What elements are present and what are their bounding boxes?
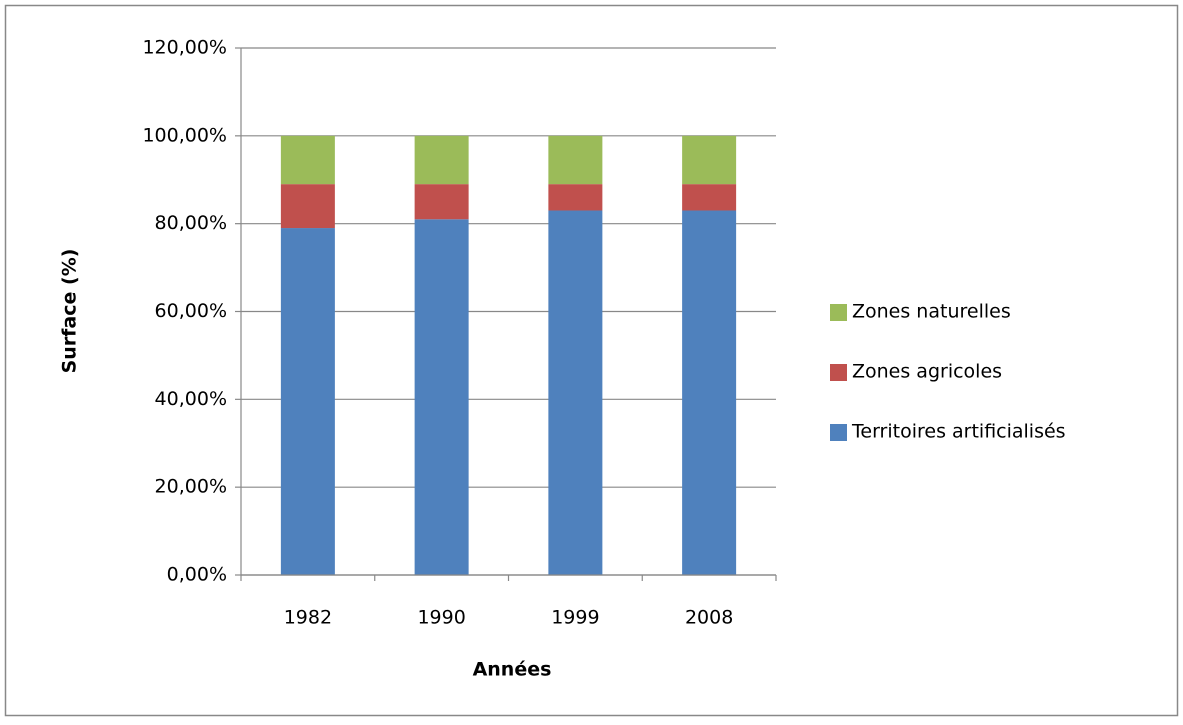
y-tick-label: 100,00%	[142, 124, 227, 146]
bar-segment	[682, 184, 737, 211]
bar-segment	[682, 135, 737, 185]
y-tick-label: 40,00%	[155, 388, 227, 410]
y-tick-label: 20,00%	[155, 476, 227, 498]
legend-label: Zones naturelles	[852, 301, 1011, 323]
x-axis-title: Années	[473, 659, 552, 681]
bar-segment	[548, 210, 603, 575]
x-tick-label: 1982	[284, 607, 332, 629]
bar-segment	[280, 228, 335, 575]
bar-segment	[280, 135, 335, 185]
bar-segment	[414, 219, 469, 575]
x-tick-label: 2008	[685, 607, 733, 629]
legend-swatch	[830, 364, 847, 381]
bar-segment	[280, 184, 335, 229]
x-tick-label: 1990	[417, 607, 465, 629]
y-tick-label: 0,00%	[167, 564, 227, 586]
legend-label: Zones agricoles	[852, 361, 1002, 383]
y-tick-label: 60,00%	[155, 300, 227, 322]
bar-segment	[414, 135, 469, 185]
y-axis-title: Surface (%)	[59, 249, 81, 374]
y-tick-label: 80,00%	[155, 212, 227, 234]
legend-label: Territoires artificialisés	[851, 421, 1066, 443]
x-tick-label: 1999	[551, 607, 599, 629]
legend-swatch	[830, 424, 847, 441]
bar-segment	[414, 184, 469, 220]
bar-segment	[682, 210, 737, 575]
legend-swatch	[830, 304, 847, 321]
y-tick-label: 120,00%	[142, 37, 227, 59]
bar-segment	[548, 135, 603, 185]
bar-segment	[548, 184, 603, 211]
